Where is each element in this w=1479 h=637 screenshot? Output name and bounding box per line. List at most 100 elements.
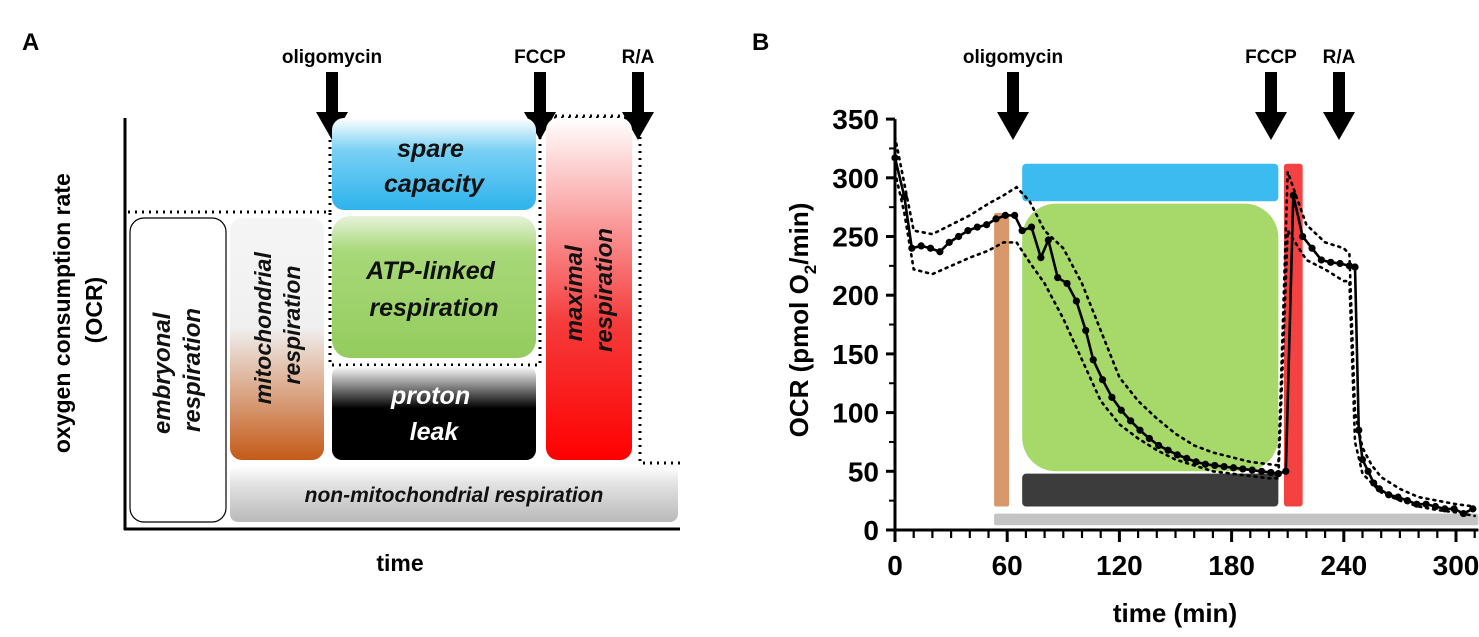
x-tick-label: 60: [992, 550, 1023, 581]
data-point: [1164, 446, 1172, 454]
panel-a-oligomycin-label: oligomycin: [282, 47, 382, 68]
data-point: [1450, 505, 1458, 513]
panel-b-y-label: OCR (pmol O2/min): [784, 203, 820, 438]
y-tick-label: 0: [863, 515, 879, 546]
panel-a-letter: A: [22, 29, 39, 56]
ocr-chart: 0 50 100 150 200 250 300 350 0 60 120 180 240 300 time…: [832, 47, 1479, 628]
data-point: [917, 242, 925, 250]
data-point: [1345, 262, 1354, 270]
data-point: [1027, 223, 1036, 231]
data-point: [1308, 244, 1316, 252]
panel-b-letter: B: [752, 29, 769, 56]
panel-a-ra-label: R/A: [622, 47, 655, 68]
data-point: [926, 244, 935, 252]
highlight-bar-atp: [1022, 203, 1279, 472]
panel-a-fccp-label: FCCP: [514, 47, 566, 68]
data-point: [1431, 502, 1440, 511]
data-point: [1072, 297, 1080, 305]
data-point: [1441, 505, 1449, 513]
data-point: [945, 238, 953, 246]
data-point: [1063, 279, 1071, 288]
data-point: [1358, 455, 1367, 464]
y-tick-label: 100: [832, 398, 879, 429]
embryonal-label: embryonal respiration: [149, 306, 206, 434]
data-point: [1385, 491, 1393, 499]
data-point: [1018, 227, 1026, 235]
highlight-bar-nonmito: [994, 513, 1479, 526]
data-point: [1089, 356, 1097, 364]
highlight-bar-maximal: [1283, 163, 1303, 507]
data-point: [1257, 467, 1266, 475]
data-point: [1183, 454, 1191, 462]
panel-b: B 0 50 100 150 200 250 300 350 0 60 120 180 240 300 ti…: [752, 29, 1479, 628]
spare-capacity-block: [332, 118, 536, 210]
panel-a-ra-arrow: [622, 72, 654, 140]
data-point: [1274, 470, 1282, 478]
data-point: [1145, 434, 1153, 443]
data-point: [1011, 211, 1019, 219]
data-point: [936, 248, 944, 256]
data-point: [1422, 500, 1430, 508]
mitochondrial-respiration-block: [230, 218, 324, 460]
data-point: [1220, 463, 1228, 471]
data-point: [1136, 426, 1144, 434]
y-tick-label: 50: [848, 456, 879, 487]
data-point: [1037, 254, 1045, 262]
data-point: [1098, 376, 1107, 384]
series-upper-band: [893, 135, 1476, 508]
proton-leak-label: proton leak: [390, 382, 477, 446]
data-point: [1469, 505, 1477, 513]
embryonal-respiration-block: [129, 217, 227, 523]
data-point: [1351, 263, 1359, 271]
panel-a-x-label: time: [376, 550, 423, 576]
non-mitochondrial-label: non-mitochondrial respiration: [305, 484, 604, 507]
data-point: [1364, 467, 1372, 475]
y-tick-label: 150: [832, 339, 879, 370]
data-point: [1173, 451, 1181, 459]
data-point: [954, 232, 963, 241]
data-point: [964, 227, 972, 235]
data-point: [1211, 461, 1219, 470]
data-point: [1289, 191, 1297, 200]
data-point: [1327, 258, 1335, 266]
highlight-bar-spare: [1022, 163, 1279, 202]
x-tick-label: 300: [1433, 550, 1479, 581]
data-point: [1282, 467, 1290, 475]
panel-a: A oligomycin FCCP R/A embryonal respirat…: [22, 29, 680, 576]
annotation-label: FCCP: [1245, 47, 1297, 68]
data-point: [1044, 236, 1052, 244]
proton-leak-block: [332, 366, 536, 460]
data-point: [1054, 273, 1062, 282]
data-point: [1248, 466, 1256, 474]
x-tick-label: 120: [1096, 550, 1143, 581]
maximal-respiration-block: [546, 118, 632, 460]
data-point: [973, 223, 981, 231]
data-point: [1355, 426, 1363, 434]
annotation-label: R/A: [1323, 47, 1356, 68]
mitochondrial-label: mitochondrial respiration: [250, 246, 305, 404]
data-point: [908, 244, 916, 252]
maximal-respiration-label: maximal respiration: [561, 228, 618, 352]
data-point: [1394, 493, 1402, 501]
y-tick-label: 200: [832, 280, 879, 311]
panel-a-dotted-outline: [128, 114, 680, 465]
annotation-arrow: [1323, 72, 1355, 140]
data-point: [900, 192, 908, 201]
data-point: [1317, 256, 1325, 264]
x-tick-label: 0: [887, 550, 903, 581]
y-tick-label: 300: [832, 163, 879, 194]
data-point: [1155, 441, 1163, 450]
data-point: [1001, 211, 1009, 219]
annotation-arrow: [1255, 72, 1287, 140]
data-point: [1375, 485, 1383, 493]
data-point: [1413, 500, 1421, 508]
series-lower-band: [893, 170, 1476, 518]
spare-capacity-label: spare capacity: [384, 135, 485, 198]
x-tick-label: 240: [1320, 550, 1367, 581]
data-point: [1299, 232, 1307, 241]
data-point: [1336, 259, 1344, 268]
data-point: [1201, 460, 1210, 468]
data-point: [1192, 458, 1200, 466]
data-point: [1459, 509, 1468, 518]
atp-linked-label: ATP-linked respiration: [365, 257, 502, 322]
